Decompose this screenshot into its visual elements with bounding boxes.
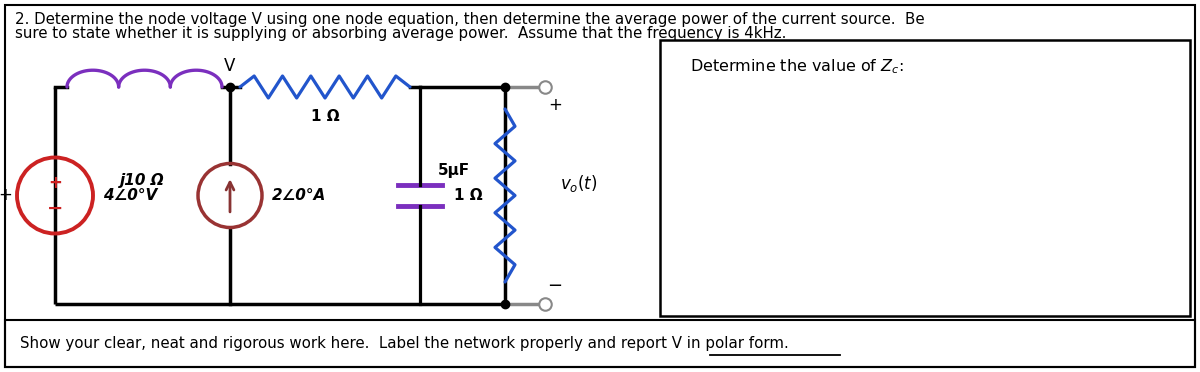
Text: 1 Ω: 1 Ω — [455, 188, 482, 203]
Text: 5μF: 5μF — [438, 163, 470, 178]
Text: 1 Ω: 1 Ω — [311, 109, 340, 124]
Text: V: V — [224, 57, 235, 75]
Text: 2∠0°A: 2∠0°A — [272, 188, 326, 203]
Text: Show your clear, neat and rigorous work here.  Label the network properly and re: Show your clear, neat and rigorous work … — [20, 336, 788, 351]
Text: 2. Determine the node voltage V using one node equation, then determine the aver: 2. Determine the node voltage V using on… — [14, 12, 925, 27]
Text: +: + — [48, 174, 62, 192]
Text: −: − — [47, 199, 64, 218]
Text: 4∠0°V: 4∠0°V — [103, 188, 157, 203]
Text: +: + — [0, 186, 12, 205]
Text: −: − — [547, 277, 563, 295]
Text: $v_o(t)$: $v_o(t)$ — [560, 173, 598, 194]
Text: sure to state whether it is supplying or absorbing average power.  Assume that t: sure to state whether it is supplying or… — [14, 26, 786, 41]
Text: j10 Ω: j10 Ω — [120, 173, 164, 188]
Text: +: + — [548, 96, 562, 114]
Text: Determine the value of $Z_c$:: Determine the value of $Z_c$: — [690, 57, 904, 76]
